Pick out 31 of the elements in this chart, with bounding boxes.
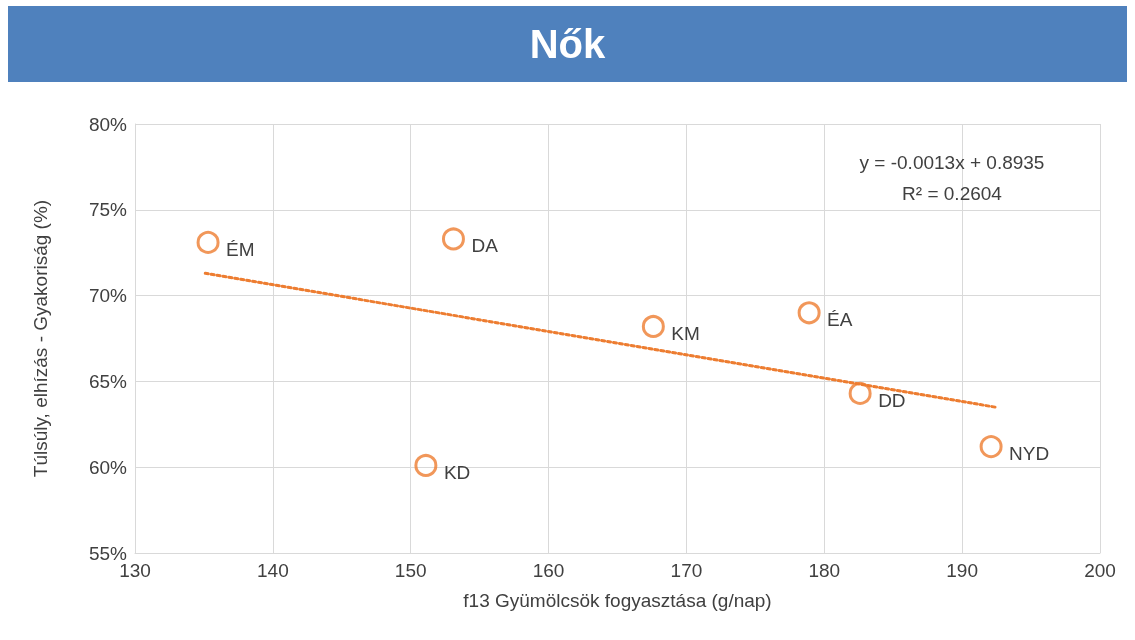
x-tick-label: 170 [670,560,703,581]
annotation: NYD [1009,443,1050,465]
x-axis-title: f13 Gyümölcsök fogyasztása (g/nap) [463,590,772,611]
annotation: y = -0.0013x + 0.8935 [859,151,1045,173]
annotation: KM [671,322,700,344]
x-tick-label: 140 [257,560,289,581]
y-axis-title: Túlsúly, elhízás - Gyakoriság (%) [30,199,51,478]
x-tick-label: 190 [946,560,978,581]
point [441,227,465,251]
x-tick-label: 160 [532,560,565,581]
annotation: ÉA [827,309,853,331]
annotation: R² = 0.2604 [902,182,1003,204]
chart-title: Nők [8,6,1127,82]
x-tick-label: 150 [394,560,427,581]
point [797,301,821,325]
annotation: KD [443,461,471,483]
y-tick-label: 65% [88,370,128,392]
x-tick-label: 180 [808,560,841,581]
x-tick-label: 200 [1084,560,1116,581]
annotation: ÉM [226,238,255,260]
point [196,230,220,254]
annotation: DA [471,235,499,257]
point [641,314,665,338]
y-tick-label: 75% [88,199,128,221]
y-tick-label: 60% [88,456,128,478]
annotation: DD [878,389,906,411]
point [414,453,438,477]
y-tick-label: 80% [88,113,128,135]
y-tick-label: 70% [88,285,128,307]
point [848,381,872,405]
point [979,435,1003,459]
